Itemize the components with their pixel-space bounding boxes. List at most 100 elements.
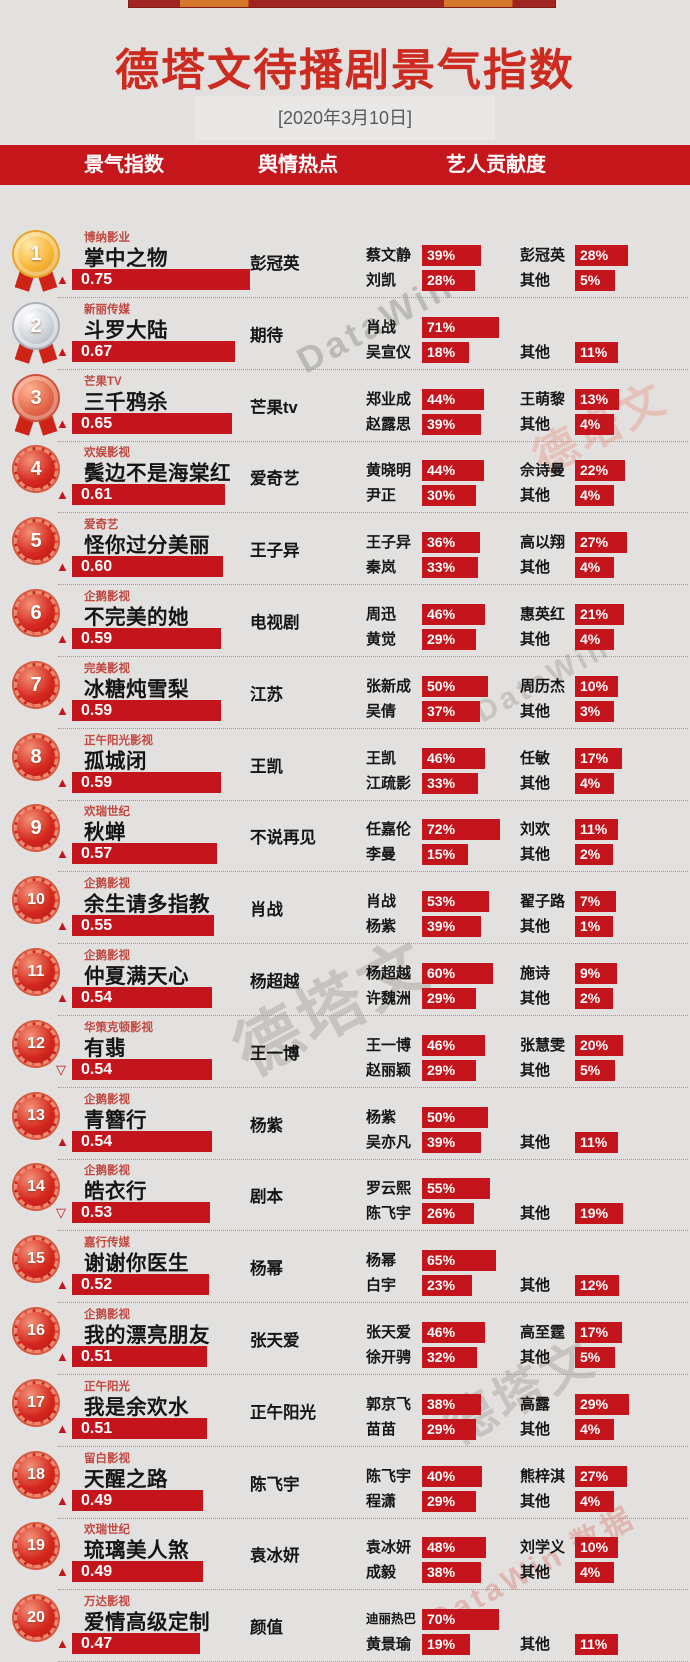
index-bar: 0.53 [72,1202,210,1223]
artist-contribution-bar: 5% [575,270,615,291]
index-bar: 0.57 [72,843,217,864]
artist-contribution-bar: 12% [575,1275,619,1296]
artist-name: 吴亦凡 [366,1134,412,1151]
artist-contribution-bar: 50% [422,1107,488,1128]
trend-icon: ▲ [56,1349,69,1364]
ranking-row: 8 正午阳光影视 孤城闭 ▲ 0.59 王凯 王凯 46% 江疏影 33% 任敏… [0,729,690,801]
artist-contribution-bar: 39% [422,414,481,435]
rank-number: 20 [27,1609,45,1626]
artist-name: 其他 [520,990,551,1007]
ranking-row: 7 完美影视 冰糖炖雪梨 ▲ 0.59 江苏 张新成 50% 吴倩 37% 周历… [0,657,690,729]
artist-name: 尹正 [366,487,397,504]
production-company: 企鹅影视 [84,878,130,890]
artist-name: 秦岚 [366,559,397,576]
artist-name: 赵丽颖 [366,1062,412,1079]
artist-contribution-bar: 39% [422,916,481,937]
artist-contribution-bar: 70% [422,1609,499,1630]
artist-name: 张天爱 [366,1324,412,1341]
artist-name: 郑业成 [366,391,412,408]
artist-name: 王萌黎 [520,391,566,408]
artist-contribution-bar: 4% [575,557,614,578]
drama-title: 冰糖炖雪梨 [84,678,189,701]
row-separator [58,1518,688,1519]
artist-contribution-bar: 29% [422,1419,476,1440]
artist-contribution-bar: 5% [575,1347,615,1368]
trend-icon: ▲ [56,990,69,1005]
artist-name: 袁冰妍 [366,1539,412,1556]
production-company: 爱奇艺 [84,519,119,531]
artist-name: 迪丽热巴 [366,1612,417,1626]
artist-name: 陈飞宇 [366,1205,412,1222]
medal-icon: 20 [14,1596,58,1640]
production-company: 万达影视 [84,1596,130,1608]
rank-number: 4 [30,457,42,480]
drama-title: 我是余欢水 [84,1396,189,1419]
production-company: 正午阳光 [84,1381,130,1393]
row-separator [58,512,688,513]
column-header-contribution: 艺人贡献度 [446,154,546,176]
ranking-row: 15 嘉行传媒 谢谢你医生 ▲ 0.52 杨幂 杨幂 65% 白宇 23% 其他… [0,1231,690,1303]
artist-name: 肖战 [366,893,397,910]
row-separator [58,943,688,944]
production-company: 企鹅影视 [84,1094,130,1106]
medal-icon: 8 [14,735,58,779]
artist-name: 施诗 [520,965,551,982]
rank-number: 14 [27,1178,45,1195]
ranking-row: 1 博纳影业 掌中之物 ▲ 0.75 彭冠英 蔡文静 39% 刘凯 28% 彭冠… [0,226,690,298]
row-separator [58,369,688,370]
hotspot-label: 正午阳光 [250,1404,316,1422]
rank-badge: 18 [12,1453,60,1513]
artist-contribution-bar: 46% [422,748,485,769]
artist-contribution-bar: 29% [422,629,476,650]
artist-name: 其他 [520,703,551,720]
artist-name: 其他 [520,1205,551,1222]
artist-name: 高露 [520,1396,551,1413]
artist-name: 其他 [520,1636,551,1653]
production-company: 博纳影业 [84,232,130,244]
artist-contribution-bar: 15% [422,844,468,865]
artist-contribution-bar: 28% [422,270,475,291]
artist-name: 高至霆 [520,1324,566,1341]
production-company: 企鹅影视 [84,950,130,962]
artist-contribution-bar: 4% [575,485,614,506]
artist-contribution-bar: 72% [422,819,500,840]
artist-contribution-bar: 65% [422,1250,496,1271]
artist-contribution-bar: 10% [575,676,618,697]
drama-title: 有翡 [84,1037,126,1060]
artist-contribution-bar: 2% [575,988,613,1009]
artist-name: 佘诗曼 [520,462,566,479]
rank-number: 9 [30,816,42,839]
artist-contribution-bar: 19% [575,1203,623,1224]
hotspot-label: 期待 [250,327,283,345]
medal-icon: 5 [14,519,58,563]
rank-badge: 9 [12,806,60,866]
rank-badge: 13 [12,1094,60,1154]
rank-badge: 1 [12,232,60,292]
medal-icon: 1 [14,232,58,276]
artist-name: 其他 [520,1062,551,1079]
trend-icon: ▲ [56,272,69,287]
drama-title: 孤城闭 [84,750,147,773]
index-bar: 0.51 [72,1346,207,1367]
artist-contribution-bar: 20% [575,1035,623,1056]
trend-icon: ▲ [56,1421,69,1436]
trend-icon: ▲ [56,416,69,431]
artist-contribution-bar: 46% [422,1035,485,1056]
artist-name: 程潇 [366,1493,397,1510]
artist-name: 王一博 [366,1037,412,1054]
rank-number: 3 [30,386,42,409]
medal-icon: 10 [14,878,58,922]
ranking-row: 17 正午阳光 我是余欢水 ▲ 0.51 正午阳光 郭京飞 38% 苗苗 29%… [0,1375,690,1447]
hotspot-label: 芒果tv [250,399,298,417]
index-bar: 0.49 [72,1490,203,1511]
hotspot-label: 彭冠英 [250,255,300,273]
index-bar: 0.55 [72,915,214,936]
artist-name: 黄晓明 [366,462,412,479]
hotspot-label: 肖战 [250,901,283,919]
hotspot-label: 袁冰妍 [250,1547,300,1565]
index-bar: 0.75 [72,269,250,290]
column-header-bar: 景气指数 舆情热点 艺人贡献度 [0,145,690,185]
row-separator [58,1374,688,1375]
artist-name: 其他 [520,272,551,289]
artist-contribution-bar: 22% [575,460,625,481]
